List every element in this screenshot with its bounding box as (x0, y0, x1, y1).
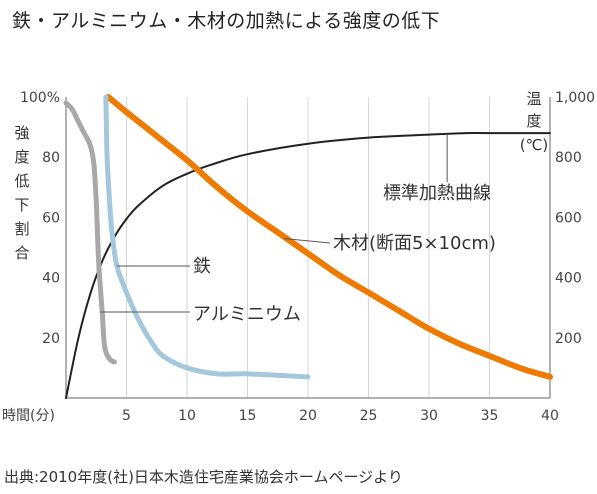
y-left-label-char: 度 (14, 148, 29, 166)
wood-leader (283, 237, 331, 244)
wood-series-line (105, 94, 553, 380)
aluminum-annotation: アルミニウム (193, 304, 301, 325)
chart-title: 鉄・アルミニウム・木材の加熱による強度の低下 (12, 10, 441, 32)
aluminum-series-line (103, 94, 311, 380)
y-left-tick-label: 80 (42, 150, 60, 166)
standard-curve-annotation: 標準加熱曲線 (383, 183, 491, 204)
y-left-label-char: 割 (14, 220, 29, 238)
x-tick-label: 5 (122, 408, 131, 424)
y-right-tick-label: 400 (555, 271, 582, 287)
y-right-tick-label: 800 (555, 150, 582, 166)
y-left-tick-label: 60 (42, 210, 60, 226)
x-tick-label: 40 (541, 408, 559, 424)
y-left-tick-label: 40 (42, 271, 60, 287)
wood-annotation: 木材(断面5×10cm) (333, 233, 496, 254)
x-axis-label: 時間(分) (2, 408, 55, 424)
y-left-tick-label: 20 (42, 331, 60, 347)
x-tick-label: 10 (178, 408, 196, 424)
x-tick-label: 25 (360, 408, 378, 424)
x-tick-label: 30 (420, 408, 438, 424)
y-right-tick-label: 600 (555, 210, 582, 226)
y-left-label-char: 合 (14, 244, 29, 262)
source-note: 出典:2010年度(社)日本木造住宅産業協会ホームページより (4, 468, 403, 486)
x-tick-label: 20 (299, 408, 317, 424)
y-right-label-char: 温 (526, 90, 541, 108)
iron-annotation: 鉄 (193, 256, 211, 277)
y-right-label: 温度 (℃) (520, 90, 549, 154)
iron-series-line (63, 100, 117, 365)
y-right-label-char: 度 (526, 112, 541, 130)
y-right-label-char: (℃) (520, 136, 549, 154)
y-left-label-char: 下 (14, 196, 29, 214)
y-left-label-char: 低 (14, 172, 29, 190)
y-right-tick-label: 200 (555, 331, 582, 347)
y-left-label-char: 強 (14, 124, 29, 142)
y-left-tick-label: 100% (20, 90, 60, 106)
x-tick-label: 35 (481, 408, 499, 424)
x-tick-label: 15 (239, 408, 257, 424)
y-right-tick-label: 1,000 (555, 90, 595, 106)
